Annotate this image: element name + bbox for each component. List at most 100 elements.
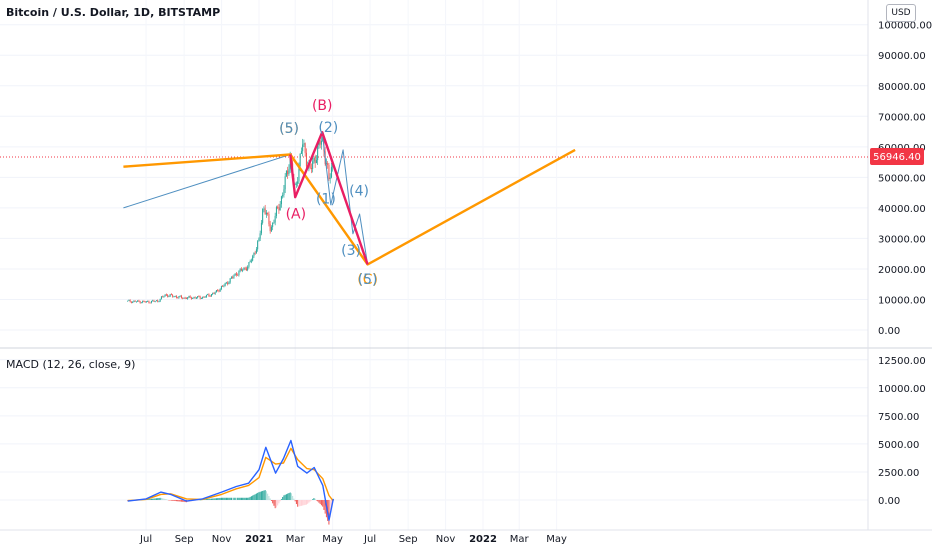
histogram-bar — [329, 500, 331, 518]
histogram-bar — [313, 498, 315, 500]
candle-body — [137, 300, 139, 302]
candle-body — [302, 144, 304, 152]
histogram-bar — [270, 500, 272, 501]
price-tick-label: 10000.00 — [878, 295, 926, 306]
histogram-bar — [315, 500, 317, 501]
candle-body — [230, 277, 232, 279]
candle-body — [188, 296, 190, 298]
candle-body — [253, 252, 255, 257]
candle-body — [142, 301, 144, 303]
histogram-bar — [254, 494, 256, 500]
candle-body — [228, 282, 230, 285]
price-tick-label: 30000.00 — [878, 234, 926, 245]
histogram-bar — [288, 493, 290, 500]
wave-label: (5) — [358, 272, 378, 288]
histogram-bar — [258, 492, 260, 500]
candle-body — [287, 170, 289, 175]
histogram-bar — [173, 500, 175, 501]
macd-axis[interactable]: 12500.00 10000.00 7500.00 5000.00 2500.00 0.0… — [878, 356, 926, 507]
candle-body — [168, 296, 170, 297]
histogram-bar — [178, 500, 180, 502]
histogram-bar — [213, 498, 215, 500]
candle-body — [130, 301, 132, 303]
candle-body — [160, 296, 162, 299]
price-tick-label: 50000.00 — [878, 173, 926, 184]
macd-tick-label: 2500.00 — [878, 468, 919, 479]
macd-lines-layer — [127, 439, 334, 521]
histogram-bar — [199, 499, 201, 501]
candle-body — [233, 275, 235, 278]
indicator-title: MACD (12, 26, close, 9) — [6, 358, 136, 371]
histogram-bar — [158, 497, 160, 500]
candle-body — [148, 301, 150, 303]
candle-body — [200, 298, 202, 300]
histogram-bar — [274, 500, 276, 509]
candle-body — [170, 294, 172, 296]
candle-body — [329, 177, 331, 180]
histogram-bar — [225, 497, 227, 500]
candle-body — [264, 208, 266, 215]
candle-body — [250, 260, 252, 262]
wave-label: (A) — [286, 207, 307, 223]
histogram-bar — [155, 498, 157, 500]
histogram-bar — [268, 496, 270, 500]
histogram-bar — [289, 492, 291, 500]
histogram-bar — [284, 494, 286, 500]
candle-body — [163, 296, 165, 298]
candle-body — [268, 214, 270, 225]
histogram-bar — [172, 500, 174, 501]
candle-body — [208, 294, 210, 296]
histogram-bar — [219, 497, 221, 500]
histogram-bar — [255, 493, 257, 500]
candle-body — [167, 295, 169, 297]
candle-body — [275, 207, 277, 216]
candle-body — [172, 295, 174, 297]
candle-body — [225, 282, 227, 284]
candle-body — [165, 294, 167, 296]
macd-tick-label: 0.00 — [878, 496, 900, 507]
candle-body — [209, 295, 211, 297]
candle-body — [295, 183, 297, 185]
candle-body — [207, 294, 209, 296]
elliott-waves-layer[interactable] — [123, 130, 576, 266]
histogram-bar — [257, 492, 259, 500]
histogram-bar — [222, 497, 224, 500]
wave-line-crimson — [289, 130, 369, 265]
histogram-bar — [272, 500, 274, 504]
candle-body — [240, 268, 242, 271]
price-axis[interactable]: 100000.0090000.0080000.0070000.0060000.0… — [878, 21, 932, 337]
histogram-bar — [205, 499, 207, 500]
histogram-bar — [164, 499, 166, 500]
candle-body — [127, 300, 129, 302]
histogram-bar — [330, 500, 332, 510]
candle-body — [237, 274, 239, 276]
candle-body — [294, 183, 296, 185]
histogram-bar — [265, 491, 267, 500]
histogram-bar — [220, 497, 222, 500]
histogram-bar — [305, 500, 307, 505]
histogram-bar — [163, 498, 165, 500]
candles-layer — [127, 133, 334, 304]
time-tick-label: Mar — [286, 534, 306, 545]
currency-button[interactable]: USD — [886, 4, 916, 22]
candle-body — [269, 224, 271, 232]
candle-body — [223, 285, 225, 287]
candle-body — [278, 207, 280, 211]
price-gridlines — [0, 0, 868, 530]
histogram-bar — [150, 498, 152, 500]
candle-body — [304, 143, 306, 153]
histogram-bar — [303, 500, 305, 506]
histogram-bar — [308, 500, 310, 503]
histogram-bar — [228, 497, 230, 500]
histogram-bar — [153, 498, 155, 500]
candle-body — [210, 294, 212, 297]
candle-body — [277, 207, 279, 208]
candle-body — [312, 161, 314, 169]
wave-labels-layer: (5)(C)(A)(B)(5) (2)(1) (4)(3)(5) — [279, 98, 378, 288]
histogram-bar — [238, 497, 240, 500]
price-tick-label: 70000.00 — [878, 112, 926, 123]
candle-body — [298, 166, 300, 182]
histogram-bar — [177, 500, 179, 502]
time-axis[interactable]: Jul Sep Nov 2021 Mar May Jul Sep Nov 2022 Mar May — [139, 534, 567, 545]
